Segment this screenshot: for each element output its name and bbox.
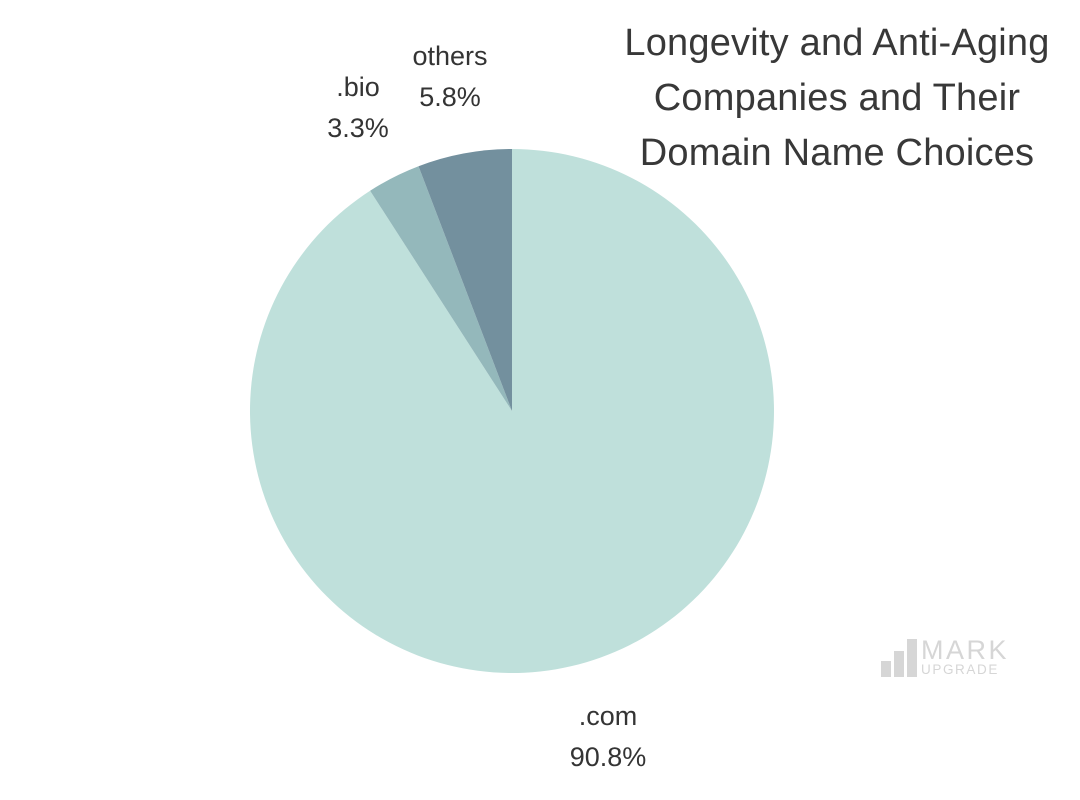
pie-slice-dot-com xyxy=(249,149,774,673)
slice-label-percent: 90.8% xyxy=(569,742,647,772)
watermark-text: MARK UPGRADE xyxy=(921,635,1010,677)
brand-watermark: MARK UPGRADE xyxy=(881,635,1010,677)
chart-title-line-1: Longevity and Anti-Aging xyxy=(624,22,1050,64)
chart-title-line-2: Companies and Their xyxy=(653,77,1021,119)
chart-title-line-3: Domain Name Choices xyxy=(639,132,1035,174)
slice-label-dot-bio: .bio 3.3% xyxy=(327,67,389,149)
pie-slice-dot-bio xyxy=(370,166,512,411)
chart-title: Longevity and Anti-Aging Companies and T… xyxy=(600,16,1074,181)
slice-label-percent: 3.3% xyxy=(327,113,389,143)
slice-label-name: others xyxy=(412,41,488,71)
slice-label-percent: 5.8% xyxy=(419,82,481,112)
watermark-brand-sub: UPGRADE xyxy=(921,662,999,677)
bar-chart-icon xyxy=(881,639,917,677)
slice-label-name: .bio xyxy=(336,72,380,102)
pie-slice-others xyxy=(418,149,512,411)
slice-label-name: .com xyxy=(578,701,638,731)
watermark-brand-name: MARK xyxy=(921,635,1010,665)
slice-label-others: others 5.8% xyxy=(412,36,487,118)
slice-label-dot-com: .com 90.8% xyxy=(570,696,647,778)
